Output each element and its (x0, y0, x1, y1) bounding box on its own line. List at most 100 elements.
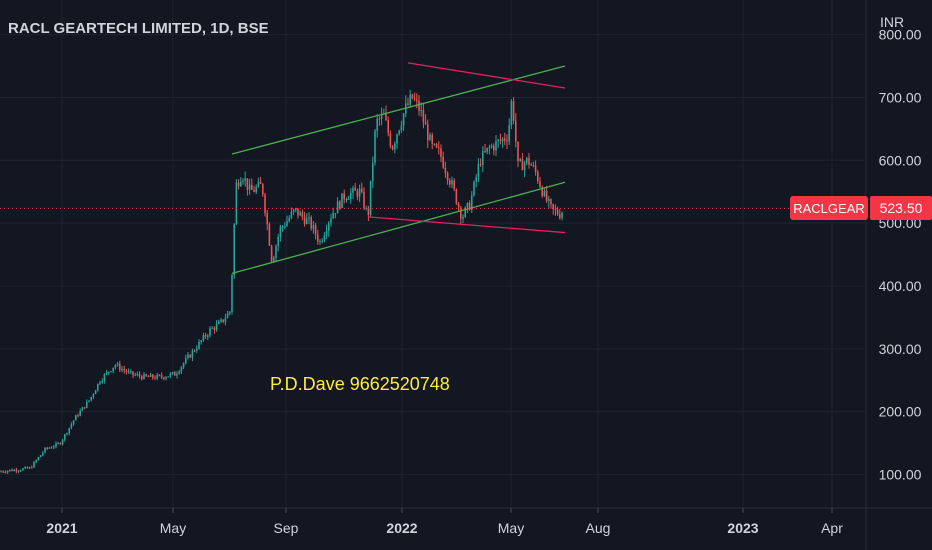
y-tick-label: 400.00 (879, 278, 922, 294)
candle-body (508, 125, 510, 142)
candle-body (149, 374, 152, 377)
candle-body (460, 207, 462, 219)
candle-body (495, 141, 497, 151)
price-value: 523.50 (880, 200, 923, 216)
candle-body (420, 110, 422, 112)
candle-body (336, 201, 339, 214)
candle-body (99, 382, 101, 384)
candle-body (110, 371, 112, 373)
candle-body (57, 443, 59, 445)
candle-body (532, 165, 535, 167)
candle-body (468, 202, 471, 210)
candle-body (226, 313, 229, 319)
candle-body (449, 180, 451, 185)
candle-body (350, 192, 352, 200)
candle-body (193, 350, 196, 352)
candle-body (319, 241, 321, 243)
candle-body (211, 327, 213, 329)
candle-body (550, 199, 552, 205)
candle-body (479, 163, 482, 165)
candle-body (422, 110, 425, 123)
candle-body (416, 99, 418, 101)
candle-body (86, 401, 88, 408)
candle-body (259, 181, 262, 184)
candle-body (528, 157, 530, 165)
candle-body (207, 335, 209, 337)
candle-body (559, 214, 561, 219)
candle-body (202, 335, 205, 341)
candle-body (158, 374, 161, 376)
candle-body (391, 146, 394, 150)
candle-body (387, 120, 389, 134)
candle-body (427, 124, 429, 141)
candle-body (409, 94, 411, 105)
candle-body (457, 203, 460, 208)
candle-body (187, 354, 189, 359)
candle-body (466, 202, 469, 208)
y-tick-label: 300.00 (879, 341, 922, 357)
candle-body (9, 469, 11, 471)
candle-body (48, 447, 51, 449)
candle-body (455, 189, 458, 204)
candle-body (44, 447, 46, 453)
candle-body (556, 209, 559, 215)
candle-body (526, 157, 528, 163)
candle-body (121, 368, 123, 370)
candle-body (264, 194, 266, 214)
pink-channel-line[interactable] (407, 62, 566, 89)
candle-body (510, 101, 513, 126)
pink-channel-line[interactable] (367, 216, 566, 234)
candle-body (543, 190, 546, 196)
candle-body (361, 188, 363, 192)
candle-body (169, 373, 172, 377)
candle-body (66, 433, 68, 435)
candle-body (394, 143, 396, 150)
candle-body (453, 180, 455, 190)
candle-body (429, 134, 431, 141)
chart-title: RACL GEARTECH LIMITED, 1D, BSE (8, 20, 269, 37)
candle-body (114, 365, 117, 368)
candle-body (119, 363, 121, 370)
candle-body (83, 407, 86, 409)
candle-body (486, 147, 488, 152)
candle-body (46, 447, 48, 449)
candle-body (112, 367, 114, 372)
candle-body (310, 217, 312, 229)
candle-body (515, 120, 517, 142)
candle-body (521, 159, 524, 171)
green-channel-line[interactable] (231, 65, 566, 155)
candle-body (552, 204, 554, 210)
candle-body (136, 374, 139, 376)
candle-body (189, 354, 191, 358)
candle-body (407, 103, 409, 105)
candle-body (356, 190, 359, 197)
candle-body (471, 195, 473, 210)
candlestick-series (0, 89, 563, 474)
candle-body (493, 145, 495, 151)
candle-body (55, 443, 57, 447)
candle-body (482, 151, 484, 165)
candle-body (561, 212, 563, 219)
candle-body (499, 139, 502, 142)
candle-body (497, 139, 499, 142)
candle-body (374, 130, 376, 163)
candle-body (554, 209, 557, 211)
trend-lines[interactable] (231, 62, 566, 275)
candle-body (442, 157, 444, 168)
candle-body (246, 178, 249, 190)
candle-body (519, 159, 521, 161)
candle-body (147, 376, 150, 378)
candle-body (341, 193, 343, 209)
candle-body (204, 335, 207, 337)
green-channel-line[interactable] (231, 181, 566, 275)
candle-body (301, 212, 304, 217)
candle-body (90, 396, 92, 401)
candle-body (306, 218, 308, 225)
candle-body (235, 182, 238, 225)
candle-body (4, 471, 7, 473)
candle-body (402, 113, 405, 126)
price-badge (870, 196, 932, 220)
candle-body (105, 372, 108, 375)
candle-body (176, 373, 178, 376)
